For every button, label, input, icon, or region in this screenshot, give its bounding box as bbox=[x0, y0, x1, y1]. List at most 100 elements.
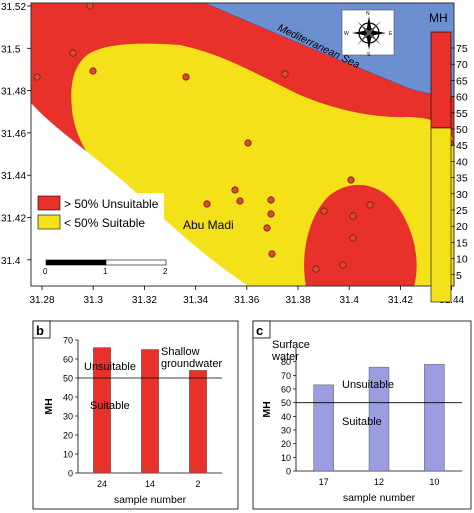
panel-b: b 0 10 20 30 40 50 60 70 24 14 2 sample number MH Sha… bbox=[32, 320, 239, 510]
map-x-tick-label: 31.4 bbox=[339, 295, 359, 306]
compass-n: N bbox=[366, 11, 370, 17]
scale-label-2: 2 bbox=[163, 267, 168, 276]
colorbar-tick-label: 30 bbox=[456, 189, 468, 201]
colorbar-tick-label: 20 bbox=[456, 221, 468, 233]
x-tick-label: 17 bbox=[319, 477, 329, 487]
map-x-tick-label: 31.32 bbox=[132, 295, 157, 306]
colorbar-tick-label: 65 bbox=[456, 75, 468, 87]
map-y-tick-label: 31.42 bbox=[1, 214, 26, 225]
panel-c: c 0 10 20 30 40 50 60 70 80 17 12 10 sample number MH… bbox=[252, 320, 472, 510]
annotation: Suitable bbox=[342, 416, 382, 428]
colorbar-tick-label: 10 bbox=[456, 254, 468, 266]
bar bbox=[93, 347, 111, 474]
legend-swatch-unsuitable bbox=[37, 195, 61, 211]
map-x-tick-label: 31.34 bbox=[183, 295, 208, 306]
y-tick-label: 0 bbox=[68, 469, 73, 479]
colorbar-red bbox=[430, 31, 452, 129]
compass-rose-icon: N S E W bbox=[341, 9, 395, 58]
map-y-tick-label: 31.44 bbox=[1, 171, 26, 182]
sample-point bbox=[236, 197, 244, 205]
y-axis-label: MH bbox=[43, 398, 55, 414]
map-y-axis: 31.52 31.5 31.48 31.46 31.44 31.42 31.4 bbox=[1, 2, 31, 267]
y-tick-label: 0 bbox=[286, 467, 291, 477]
y-tick-label: 60 bbox=[63, 355, 73, 365]
colorbar-title: MH bbox=[429, 11, 448, 25]
bar bbox=[141, 349, 159, 474]
sample-point bbox=[69, 49, 77, 57]
sample-point bbox=[86, 2, 94, 10]
colorbar-tick-label: 70 bbox=[456, 59, 468, 71]
colorbar-tick-label: 50 bbox=[456, 124, 468, 136]
map-x-tick-label: 31.42 bbox=[388, 295, 413, 306]
y-tick-label: 40 bbox=[281, 412, 291, 422]
map-y-tick-label: 31.52 bbox=[1, 2, 26, 13]
bar bbox=[313, 384, 334, 472]
scale-bar: 0 1 2 bbox=[42, 257, 174, 279]
sample-point bbox=[263, 224, 271, 232]
x-tick-label: 12 bbox=[374, 477, 384, 487]
sample-point bbox=[312, 265, 320, 273]
legend-label-unsuitable: > 50% Unsuitable bbox=[64, 197, 159, 211]
bar bbox=[368, 366, 390, 472]
town-label: Abu Madi bbox=[183, 218, 234, 232]
annotation: Unsuitable bbox=[84, 361, 136, 373]
y-tick-label: 20 bbox=[63, 431, 73, 441]
y-tick-label: 80 bbox=[281, 357, 291, 367]
colorbar-tick-label: 40 bbox=[456, 156, 468, 168]
bar bbox=[189, 370, 207, 474]
legend-label-suitable: < 50% Suitable bbox=[64, 216, 145, 230]
colorbar-tick-label: 75 bbox=[456, 43, 468, 55]
map-y-tick-label: 31.46 bbox=[1, 129, 26, 140]
annotation: groundwater bbox=[161, 358, 222, 370]
chart-c: 0 10 20 30 40 50 60 70 80 17 12 10 sample number MH Su… bbox=[261, 339, 462, 504]
panel-c-label: c bbox=[256, 323, 263, 338]
sample-point bbox=[320, 207, 328, 215]
map-x-tick-label: 31.38 bbox=[285, 295, 310, 306]
compass-w: W bbox=[344, 31, 349, 37]
y-tick-label: 30 bbox=[63, 412, 73, 422]
x-tick-label: 14 bbox=[145, 479, 155, 489]
sample-point bbox=[349, 212, 357, 220]
panel-b-label: b bbox=[36, 323, 44, 338]
sample-point bbox=[281, 70, 289, 78]
colorbar-yellow bbox=[430, 127, 452, 303]
y-tick-label: 30 bbox=[281, 426, 291, 436]
colorbar-tick-label: 60 bbox=[456, 92, 468, 104]
y-tick-label: 50 bbox=[281, 398, 291, 408]
annotation: Surface bbox=[272, 339, 310, 351]
colorbar: MH 75 70 65 60 55 50 45 40 35 30 25 20 15 10 5 bbox=[429, 11, 468, 303]
map-frame bbox=[30, 2, 455, 287]
scale-label-0: 0 bbox=[43, 267, 48, 276]
y-tick-label: 20 bbox=[281, 439, 291, 449]
y-tick-label: 50 bbox=[63, 374, 73, 384]
legend-swatch-suitable bbox=[37, 214, 61, 230]
x-axis-label: sample number bbox=[114, 494, 187, 506]
sample-point bbox=[89, 67, 97, 75]
sample-point bbox=[231, 186, 239, 194]
colorbar-tick-label: 45 bbox=[456, 140, 468, 152]
x-tick-label: 10 bbox=[429, 477, 439, 487]
map-x-tick-label: 31.28 bbox=[29, 295, 54, 306]
colorbar-tick-label: 55 bbox=[456, 108, 468, 120]
y-axis-label: MH bbox=[261, 401, 273, 417]
map-x-tick-label: 31.36 bbox=[234, 295, 259, 306]
sample-point bbox=[349, 234, 357, 242]
bar bbox=[424, 364, 445, 472]
colorbar-tick-label: 15 bbox=[456, 237, 468, 249]
annotation: Suitable bbox=[90, 400, 130, 412]
colorbar-tick-label: 35 bbox=[456, 173, 468, 185]
compass-s: S bbox=[367, 52, 371, 58]
annotation: Shallow bbox=[161, 346, 200, 358]
sample-point bbox=[268, 250, 276, 258]
annotation: water bbox=[271, 351, 299, 363]
legend: > 50% Unsuitable < 50% Suitable bbox=[36, 193, 164, 237]
scale-label-1: 1 bbox=[103, 267, 108, 276]
sample-point bbox=[347, 176, 355, 184]
y-tick-label: 70 bbox=[281, 371, 291, 381]
map-y-tick-label: 31.48 bbox=[1, 87, 26, 98]
map-x-axis: 31.28 31.3 31.32 31.34 31.36 31.38 31.4 31.42 31… bbox=[29, 286, 465, 306]
annotation: Unsuitable bbox=[342, 379, 394, 391]
no-data-area bbox=[31, 103, 248, 286]
y-tick-label: 40 bbox=[63, 393, 73, 403]
colorbar-tick-label: 5 bbox=[456, 270, 462, 282]
